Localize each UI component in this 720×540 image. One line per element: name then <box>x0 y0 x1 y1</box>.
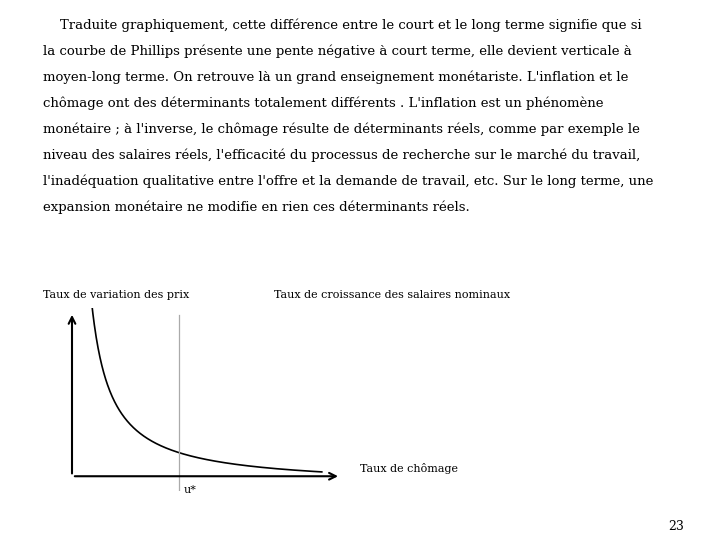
Text: Traduite graphiquement, cette différence entre le court et le long terme signifi: Traduite graphiquement, cette différence… <box>43 19 642 32</box>
Text: chômage ont des déterminants totalement différents . L'inflation est un phénomèn: chômage ont des déterminants totalement … <box>43 97 603 110</box>
Text: la courbe de Phillips présente une pente négative à court terme, elle devient ve: la courbe de Phillips présente une pente… <box>43 45 632 58</box>
Text: moyen-long terme. On retrouve là un grand enseignement monétariste. L'inflation : moyen-long terme. On retrouve là un gran… <box>43 71 629 84</box>
Text: monétaire ; à l'inverse, le chômage résulte de déterminants réels, comme par exe: monétaire ; à l'inverse, le chômage résu… <box>43 123 640 136</box>
Text: Taux de variation des prix: Taux de variation des prix <box>43 289 189 300</box>
Text: expansion monétaire ne modifie en rien ces déterminants réels.: expansion monétaire ne modifie en rien c… <box>43 200 470 214</box>
Text: u*: u* <box>184 485 197 495</box>
Text: l'inadéquation qualitative entre l'offre et la demande de travail, etc. Sur le l: l'inadéquation qualitative entre l'offre… <box>43 174 654 188</box>
Text: Taux de chômage: Taux de chômage <box>360 463 458 474</box>
Text: 23: 23 <box>668 520 684 533</box>
Text: niveau des salaires réels, l'efficacité du processus de recherche sur le marché : niveau des salaires réels, l'efficacité … <box>43 148 641 162</box>
Text: Taux de croissance des salaires nominaux: Taux de croissance des salaires nominaux <box>274 289 510 300</box>
